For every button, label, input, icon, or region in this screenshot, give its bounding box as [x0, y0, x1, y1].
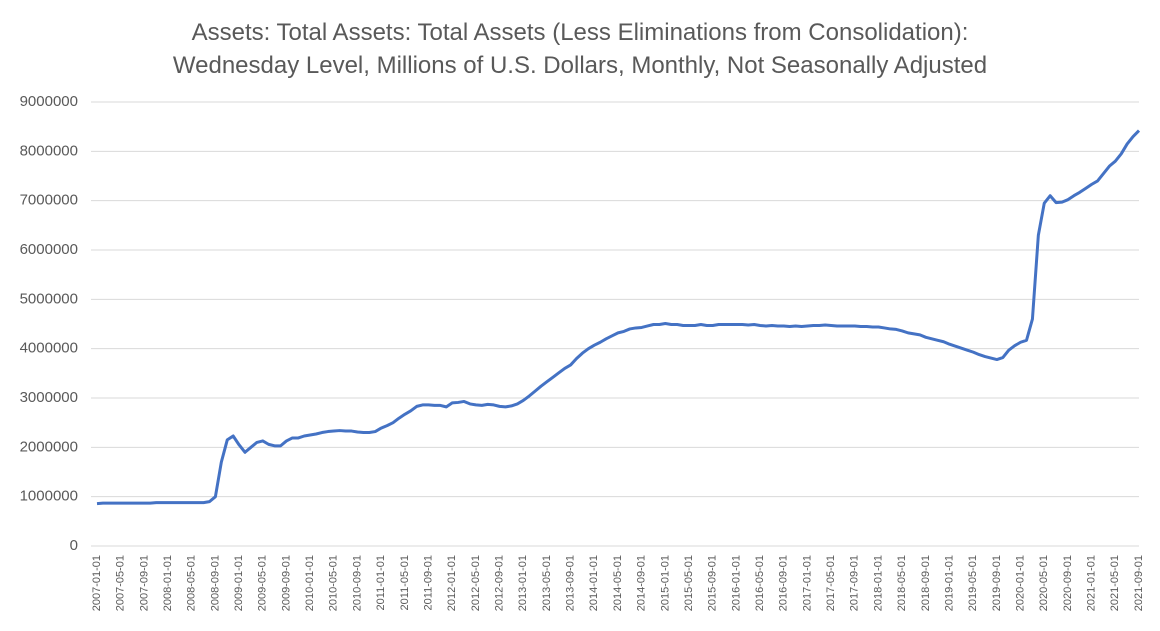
x-tick-label: 2007-05-01 [115, 555, 127, 611]
x-tick-label: 2020-01-01 [1014, 555, 1026, 611]
x-tick-label: 2013-09-01 [565, 555, 577, 611]
x-tick-label: 2019-05-01 [967, 555, 979, 611]
x-tick-label: 2016-05-01 [754, 555, 766, 611]
x-tick-label: 2009-09-01 [280, 555, 292, 611]
x-tick-label: 2012-05-01 [470, 555, 482, 611]
y-tick-label: 5000000 [20, 290, 78, 307]
y-tick-label: 3000000 [20, 389, 78, 406]
x-tick-label: 2017-01-01 [801, 555, 813, 611]
x-tick-label: 2009-01-01 [233, 555, 245, 611]
x-tick-label: 2019-01-01 [943, 555, 955, 611]
x-tick-label: 2016-09-01 [778, 555, 790, 611]
x-tick-label: 2019-09-01 [991, 555, 1003, 611]
x-tick-label: 2010-09-01 [351, 555, 363, 611]
x-tick-label: 2013-05-01 [541, 555, 553, 611]
x-tick-label: 2010-01-01 [304, 555, 316, 611]
y-tick-label: 0 [70, 537, 78, 554]
x-tick-label: 2020-05-01 [1038, 555, 1050, 611]
y-tick-label: 8000000 [20, 142, 78, 159]
x-tick-label: 2012-01-01 [446, 555, 458, 611]
x-tick-label: 2011-05-01 [399, 555, 411, 610]
y-tick-label: 7000000 [20, 192, 78, 209]
x-tick-label: 2021-05-01 [1109, 555, 1121, 611]
y-tick-label: 6000000 [20, 241, 78, 258]
x-tick-label: 2007-01-01 [91, 555, 103, 611]
x-tick-label: 2010-05-01 [328, 555, 340, 611]
x-tick-label: 2021-01-01 [1086, 555, 1098, 611]
x-tick-label: 2012-09-01 [493, 555, 505, 611]
x-tick-label: 2007-09-01 [138, 555, 150, 611]
x-tick-label: 2018-09-01 [920, 555, 932, 611]
x-tick-label: 2008-09-01 [209, 555, 221, 611]
y-tick-label: 2000000 [20, 438, 78, 455]
x-tick-label: 2014-01-01 [588, 555, 600, 611]
x-tick-label: 2014-09-01 [636, 555, 648, 611]
x-tick-label: 2021-09-01 [1133, 555, 1145, 611]
x-tick-label: 2011-09-01 [422, 555, 434, 610]
y-tick-label: 9000000 [20, 93, 78, 110]
x-tick-label: 2014-05-01 [612, 555, 624, 611]
x-tick-label: 2011-01-01 [375, 555, 387, 610]
x-tick-label: 2008-05-01 [186, 555, 198, 611]
chart-title: Assets: Total Assets: Total Assets (Less… [192, 19, 969, 46]
x-tick-label: 2018-05-01 [896, 555, 908, 611]
x-tick-label: 2016-01-01 [730, 555, 742, 611]
data-line [96, 129, 1141, 506]
x-tick-label: 2017-09-01 [849, 555, 861, 611]
x-tick-label: 2017-05-01 [825, 555, 837, 611]
x-tick-label: 2009-05-01 [257, 555, 269, 611]
y-tick-label: 4000000 [20, 340, 78, 357]
y-tick-label: 1000000 [20, 488, 78, 505]
x-tick-label: 2008-01-01 [162, 555, 174, 611]
x-tick-label: 2015-05-01 [683, 555, 695, 611]
x-tick-label: 2020-09-01 [1062, 555, 1074, 611]
x-tick-label: 2013-01-01 [517, 555, 529, 611]
chart-title: Wednesday Level, Millions of U.S. Dollar… [173, 52, 987, 79]
x-tick-label: 2018-01-01 [872, 555, 884, 611]
x-tick-label: 2015-09-01 [707, 555, 719, 611]
x-tick-label: 2015-01-01 [659, 555, 671, 611]
